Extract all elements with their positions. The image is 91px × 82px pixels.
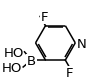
Text: N: N xyxy=(77,38,86,51)
Text: HO: HO xyxy=(3,47,24,60)
Text: B: B xyxy=(27,55,36,68)
Text: HO: HO xyxy=(2,62,22,75)
Text: F: F xyxy=(41,10,48,24)
Text: F: F xyxy=(66,67,74,80)
